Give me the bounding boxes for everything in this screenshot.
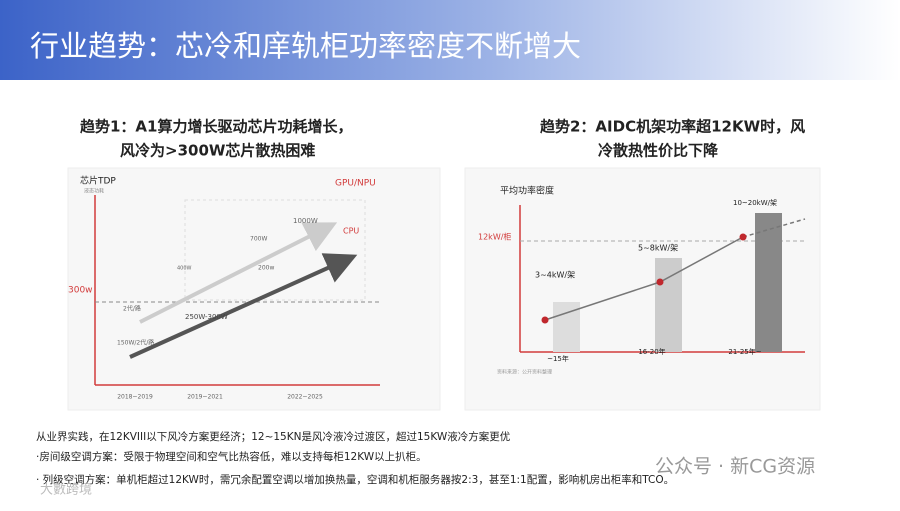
axis-title: 平均功率密度	[500, 185, 554, 197]
note-line: 从业界实践，在12KVIII以下风冷方案更经济；12~15KN是风冷液冷过渡区，…	[36, 430, 510, 443]
chart-label: 10~20kW/架	[733, 199, 777, 207]
title-banner	[0, 0, 900, 80]
threshold-label: 300w	[68, 286, 93, 296]
period-label: 2022~2025	[287, 394, 323, 401]
chart-label: 1000W	[293, 217, 318, 225]
panel-heading: 冷散热性价比下降	[598, 142, 719, 160]
period-label: 2019~2021	[187, 394, 223, 401]
source-note: 资料来源：公开资料整理	[497, 369, 552, 376]
chart-label: 5~8kW/架	[638, 244, 678, 253]
chart-label: 250W-300W	[185, 313, 228, 321]
trend-arrow	[129, 253, 358, 359]
threshold-label: 12kW/柜	[478, 232, 511, 242]
chart-label: 3~4kW/架	[535, 271, 575, 280]
panel-card	[67, 167, 441, 411]
chart-label: 200w	[258, 265, 274, 272]
chart-label: 2代/路	[123, 305, 141, 313]
watermark: 公众号 · 新CG资源	[655, 456, 815, 478]
note-line: · 列级空调方案：单机柜超过12KW时，需冗余配置空调以增加换热量，空调和机柜服…	[36, 473, 674, 486]
period-label: 16-20年	[638, 347, 665, 356]
axis-subtitle: 液态功耗	[84, 188, 104, 195]
panel-heading: 风冷为>300W芯片散热困难	[120, 142, 315, 160]
period-label: ~15年	[547, 354, 569, 363]
chart-label: 700W	[250, 236, 267, 243]
chart-label: 400W	[177, 266, 192, 272]
highlight-box	[184, 199, 366, 301]
watermark: 大數跨境	[40, 483, 92, 498]
trend-dot	[541, 316, 549, 324]
bar-shape	[655, 258, 682, 352]
legend-label: GPU/NPU	[335, 179, 376, 189]
trend-dot	[656, 278, 664, 286]
axis-title: 芯片TDP	[80, 175, 116, 187]
bar-shape	[755, 213, 782, 352]
chart-label: CPU	[343, 227, 359, 236]
period-label: 2018~2019	[117, 394, 153, 401]
panel-heading: 趋势2：AIDC机架功率超12KW时，风	[540, 118, 805, 136]
chart-label: 150W/2代/路	[117, 339, 154, 347]
panel-heading: 趋势1：A1算力增长驱动芯片功耗增长，	[80, 118, 353, 136]
period-label: 21-25年~	[728, 347, 761, 356]
note-line: ·房间级空调方案：受限于物理空间和空气比热容低，难以支持每柜12KW以上扒柜。	[36, 450, 427, 463]
slide-title: 行业趋势：芯冷和庠轨柜功率密度不断增大	[30, 29, 581, 63]
trend-extension	[742, 218, 806, 238]
trend-arrow	[139, 222, 338, 324]
trend-dot	[739, 233, 747, 241]
